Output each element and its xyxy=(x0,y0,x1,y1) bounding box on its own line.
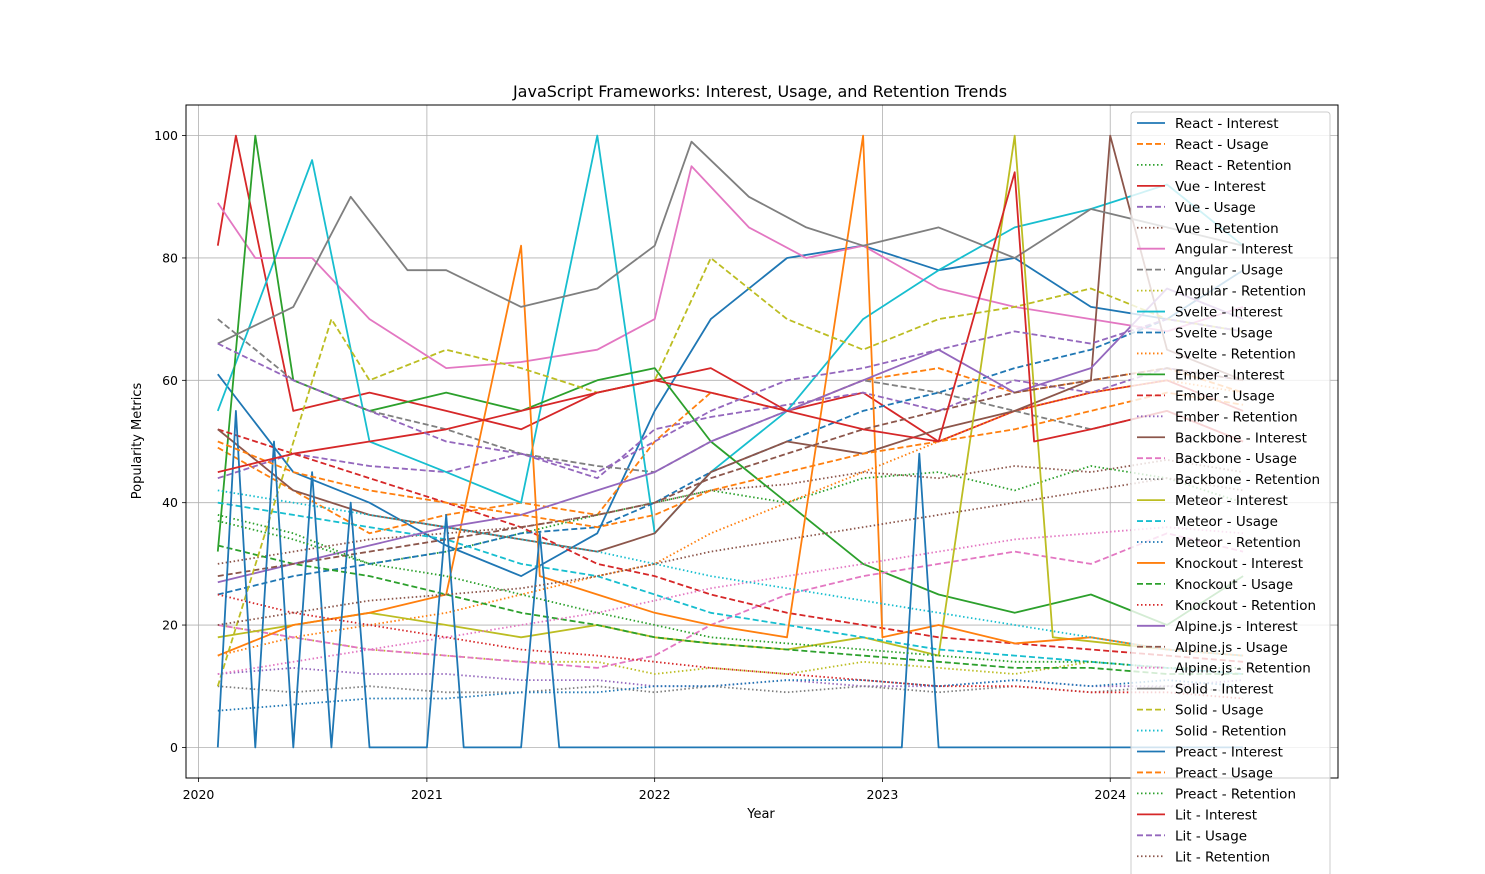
series-line-knockout-usage xyxy=(217,544,1244,675)
legend-label: Backbone - Retention xyxy=(1175,472,1320,488)
legend-label: Meteor - Interest xyxy=(1175,493,1288,509)
y-tick-label: 20 xyxy=(162,618,178,633)
legend-label: Knockout - Interest xyxy=(1175,556,1303,572)
x-tick-label: 2020 xyxy=(183,787,215,802)
y-axis-ticks: 0 20 40 60 80 100 xyxy=(154,128,186,755)
legend-label: Preact - Interest xyxy=(1175,745,1283,761)
series-line-angular-retention xyxy=(217,624,1244,675)
series-line-svelte-retention xyxy=(217,379,1244,657)
y-tick-label: 100 xyxy=(154,128,178,143)
legend-label: Lit - Interest xyxy=(1175,807,1257,823)
series-line-ember-retention xyxy=(217,667,1244,688)
legend-label: Svelte - Usage xyxy=(1175,326,1273,342)
legend-label: React - Interest xyxy=(1175,116,1279,132)
legend-label: Angular - Usage xyxy=(1175,263,1283,279)
series-line-meteor-retention xyxy=(217,679,1244,712)
series-line-alpine-js-interest xyxy=(217,287,1244,584)
series-line-svelte-usage xyxy=(217,318,1244,596)
y-tick-label: 0 xyxy=(170,740,178,755)
legend: React - Interest React - Usage React - Ret… xyxy=(1130,111,1331,874)
plot-frame xyxy=(185,104,1339,779)
series-line-alpine-js-retention xyxy=(217,526,1244,675)
series-line-angular-usage xyxy=(217,318,1244,474)
legend-label: Lit - Usage xyxy=(1175,828,1247,844)
legend-label: Lit - Retention xyxy=(1175,849,1270,865)
series-line-knockout-interest xyxy=(217,134,1244,657)
series-line-preact-interest xyxy=(216,409,1244,749)
x-tick-label: 2024 xyxy=(1094,787,1126,802)
x-tick-label: 2021 xyxy=(411,787,443,802)
y-tick-label: 40 xyxy=(162,495,178,510)
legend-label: Preact - Usage xyxy=(1175,765,1273,781)
legend-label: Svelte - Retention xyxy=(1175,346,1296,362)
series-line-vue-interest xyxy=(216,134,1244,443)
series-line-meteor-interest xyxy=(217,134,1244,657)
legend-label: Meteor - Retention xyxy=(1175,535,1301,551)
legend-label: React - Usage xyxy=(1175,137,1269,153)
series-line-vue-retention xyxy=(217,458,1244,565)
legend-label: Svelte - Interest xyxy=(1175,305,1283,321)
legend-box xyxy=(1130,111,1331,874)
legend-label: Vue - Retention xyxy=(1175,221,1279,237)
legend-label: React - Retention xyxy=(1175,158,1292,174)
x-axis-ticks: 2020 2021 2022 2023 2024 xyxy=(183,778,1126,802)
series-line-lit-interest xyxy=(217,171,1244,473)
x-axis-label: Year xyxy=(746,807,775,822)
series-line-alpine-js-usage xyxy=(217,367,1244,577)
series-line-solid-retention xyxy=(217,489,1244,657)
series-line-backbone-usage xyxy=(217,532,1244,669)
legend-label: Ember - Interest xyxy=(1175,367,1285,383)
x-tick-label: 2023 xyxy=(867,787,899,802)
legend-label: Alpine.js - Interest xyxy=(1175,619,1298,635)
series-line-solid-usage xyxy=(216,257,1244,687)
series-line-react-interest xyxy=(217,244,1244,577)
legend-label: Alpine.js - Usage xyxy=(1175,640,1288,656)
series-line-react-usage xyxy=(217,367,1244,535)
legend-label: Solid - Retention xyxy=(1175,724,1286,740)
legend-label: Solid - Usage xyxy=(1175,703,1263,719)
series-line-angular-interest xyxy=(217,165,1244,370)
chart-title: JavaScript Frameworks: Interest, Usage, … xyxy=(512,82,1007,101)
series-lines xyxy=(216,134,1244,749)
series-line-svelte-interest xyxy=(216,134,1244,535)
legend-label: Solid - Interest xyxy=(1175,682,1273,698)
series-line-solid-interest xyxy=(217,140,1244,345)
series-line-preact-usage xyxy=(217,391,1244,529)
y-tick-label: 80 xyxy=(162,250,178,265)
series-line-meteor-usage xyxy=(217,501,1244,675)
legend-label: Knockout - Usage xyxy=(1175,577,1293,593)
legend-label: Preact - Retention xyxy=(1175,786,1296,802)
legend-label: Angular - Retention xyxy=(1175,284,1306,300)
x-tick-label: 2022 xyxy=(639,787,671,802)
legend-label: Angular - Interest xyxy=(1175,242,1293,258)
legend-label: Alpine.js - Retention xyxy=(1175,661,1311,677)
y-tick-label: 60 xyxy=(162,373,178,388)
series-line-lit-usage xyxy=(217,318,1244,474)
series-line-vue-usage xyxy=(217,367,1244,480)
legend-label: Backbone - Usage xyxy=(1175,451,1297,467)
legend-label: Meteor - Usage xyxy=(1175,514,1278,530)
series-line-backbone-retention xyxy=(217,685,1244,694)
legend-label: Vue - Interest xyxy=(1175,179,1266,195)
legend-label: Backbone - Interest xyxy=(1175,430,1307,446)
legend-label: Knockout - Retention xyxy=(1175,598,1316,614)
series-line-knockout-retention xyxy=(217,593,1244,700)
y-axis-label: Popularity Metrics xyxy=(130,383,145,500)
legend-label: Vue - Usage xyxy=(1175,200,1256,216)
legend-label: Ember - Usage xyxy=(1175,388,1275,404)
series-line-react-retention xyxy=(217,465,1244,565)
legend-label: Ember - Retention xyxy=(1175,409,1298,425)
series-line-ember-interest xyxy=(216,134,1244,626)
